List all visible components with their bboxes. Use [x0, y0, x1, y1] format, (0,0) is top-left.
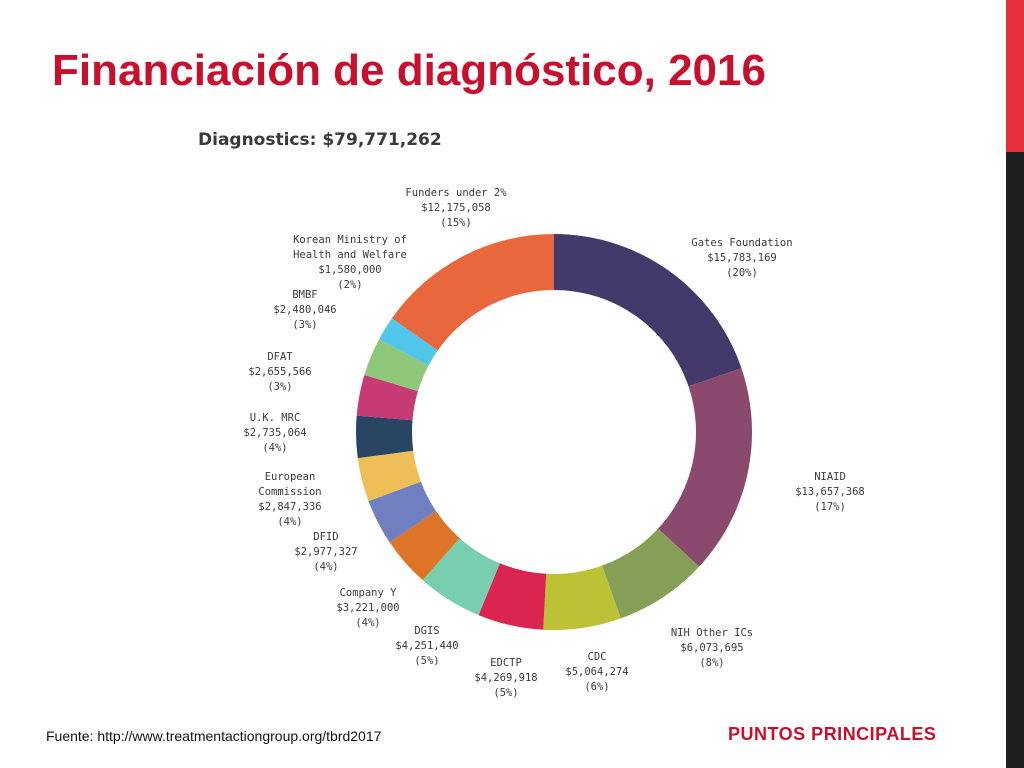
slice-label-text: (4%) [355, 617, 380, 629]
slice-label: U.K. MRC $2,735,064 (4%) [243, 412, 306, 454]
donut-slice [422, 538, 500, 616]
donut-slice [554, 234, 742, 387]
donut-slice [356, 415, 414, 459]
slice-label: Funders under 2% $12,175,058 (15%) [405, 187, 507, 229]
slice-label-text: Company Y [340, 587, 398, 599]
slice-label-text: DFAT [267, 351, 293, 363]
slice-label: Korean Ministry of Health and Welfare $1,5… [293, 234, 407, 291]
slice-label-text: (6%) [584, 681, 609, 693]
slice-label-text: $2,655,566 [248, 366, 311, 378]
donut-slice [601, 528, 700, 619]
slice-label-text: $13,657,368 [795, 486, 865, 498]
slice-label-text: $1,580,000 [318, 264, 381, 276]
donut-slice [389, 511, 460, 581]
slice-label-text: $4,269,918 [474, 672, 537, 684]
slice-label: EDCTP $4,269,918 (5%) [474, 657, 537, 699]
slice-label-text: $2,847,336 [258, 501, 321, 513]
slice-label-text: Funders under 2% [405, 187, 507, 199]
donut-slice [357, 450, 421, 502]
slice-label: DFID $2,977,327 (4%) [294, 531, 357, 573]
slice-label-text: (5%) [414, 655, 439, 667]
slice-label: NIH Other ICs $6,073,695 (8%) [671, 627, 753, 669]
slice-label-text: (17%) [814, 501, 846, 513]
slice-label: European Commission $2,847,336 (4%) [258, 471, 321, 528]
slice-label-text: EDCTP [490, 657, 522, 669]
slice-label-text: $12,175,058 [421, 202, 491, 214]
slice-label-text: NIAID [814, 471, 846, 483]
slice-label-text: (20%) [726, 267, 758, 279]
slice-label: Gates Foundation $15,783,169 (20%) [691, 237, 792, 279]
slice-label-text: (15%) [440, 217, 472, 229]
donut-slice [368, 481, 437, 543]
slice-label-text: $3,221,000 [336, 602, 399, 614]
slice-label-text: DFID [313, 531, 338, 543]
slice-label-text: (4%) [262, 442, 287, 454]
slice-label-text: $4,251,440 [395, 640, 458, 652]
donut-slice [478, 563, 547, 630]
slice-label-text: Gates Foundation [691, 237, 792, 249]
slice-label-text: $5,064,274 [565, 666, 628, 678]
side-accent-bar-top [1006, 0, 1024, 152]
slice-label: Company Y $3,221,000 (4%) [336, 587, 399, 629]
slice-label-text: CDC [588, 651, 607, 663]
slice-label-text: DGIS [414, 625, 439, 637]
slice-label-text: Commission [258, 486, 321, 498]
side-accent-bar-bottom [1006, 152, 1024, 768]
slice-label: DFAT $2,655,566 (3%) [248, 351, 311, 393]
slice-label-text: (4%) [313, 561, 338, 573]
slice-label-text: (8%) [699, 657, 724, 669]
slice-label: BMBF $2,480,046 (3%) [273, 289, 336, 331]
slice-label-text: Korean Ministry of [293, 234, 407, 246]
slice-label-text: U.K. MRC [250, 412, 301, 424]
slice-label-text: (4%) [277, 516, 302, 528]
slide-title: Financiación de diagnóstico, 2016 [52, 46, 766, 95]
chart-title: Diagnostics: $79,771,262 [198, 130, 442, 150]
donut-slice [543, 565, 621, 630]
slice-label-text: (2%) [337, 279, 362, 291]
slice-label-text: (5%) [493, 687, 518, 699]
donut-chart: Gates Foundation $15,783,169 (20%) NIAID $13… [243, 187, 865, 699]
slice-label-text: $6,073,695 [680, 642, 743, 654]
slice-label-text: NIH Other ICs [671, 627, 753, 639]
slice-label: NIAID $13,657,368 (17%) [795, 471, 865, 513]
donut-slice [364, 339, 429, 392]
footer-section-tag: PUNTOS PRINCIPALES [728, 724, 937, 744]
slice-label-text: (3%) [267, 381, 292, 393]
donut-slice [391, 234, 554, 351]
donut-slice [379, 318, 438, 366]
slice-label-text: European [265, 471, 316, 483]
donut-slice [658, 368, 752, 567]
slice-label-text: BMBF [292, 289, 317, 301]
slice-label: DGIS $4,251,440 (5%) [395, 625, 458, 667]
slice-label: CDC $5,064,274 (6%) [565, 651, 628, 693]
slice-label-text: $15,783,169 [707, 252, 777, 264]
slice-label-text: $2,735,064 [243, 427, 306, 439]
slice-label-text: $2,977,327 [294, 546, 357, 558]
slice-label-text: (3%) [292, 319, 317, 331]
slice-label-text: $2,480,046 [273, 304, 336, 316]
slice-label-text: Health and Welfare [293, 249, 407, 261]
donut-slice [356, 374, 419, 421]
source-citation: Fuente: http://www.treatmentactiongroup.… [46, 728, 382, 744]
